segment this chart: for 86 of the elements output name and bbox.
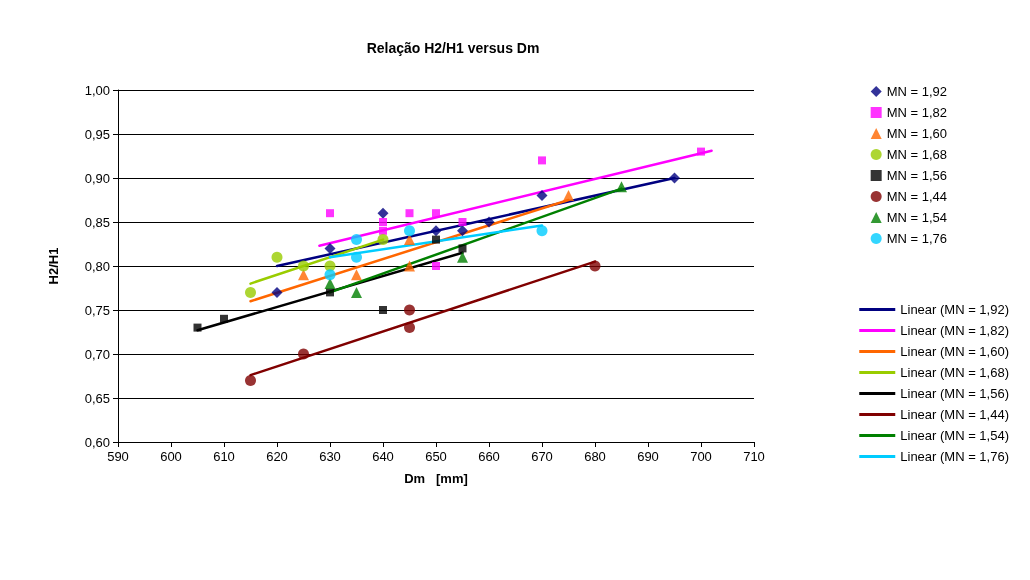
point	[404, 260, 415, 272]
point	[404, 225, 415, 237]
legend-label: MN = 1,56	[886, 168, 948, 183]
x-tick-label: 630	[319, 449, 341, 464]
y-tick-label: 0,75	[84, 302, 110, 318]
point	[351, 269, 362, 281]
point	[379, 218, 387, 226]
point	[536, 225, 548, 237]
legend-label: MN = 1,60	[886, 126, 948, 141]
point	[457, 225, 468, 237]
point	[405, 209, 414, 218]
x-tick-label: 660	[478, 449, 500, 464]
legend-label: Linear (MN = 1,76)	[900, 449, 1010, 464]
x-tick-label: 610	[213, 449, 235, 464]
x-tick-label: 620	[266, 449, 288, 464]
point	[457, 251, 468, 263]
point	[536, 190, 548, 202]
point	[404, 234, 415, 246]
point	[432, 235, 440, 244]
point	[298, 348, 309, 360]
point	[351, 251, 362, 263]
x-tick-label: 690	[637, 449, 659, 464]
legend-label: Linear (MN = 1,60)	[900, 344, 1010, 359]
point	[379, 226, 387, 235]
point	[458, 218, 467, 226]
point	[432, 209, 440, 218]
point	[669, 172, 680, 184]
x-tick-label: 680	[584, 449, 606, 464]
point	[563, 190, 574, 202]
point	[589, 260, 601, 272]
point	[616, 181, 627, 193]
x-tick-label: 670	[531, 449, 553, 464]
point	[298, 260, 309, 272]
point	[379, 306, 387, 314]
legend-label: MN = 1,76	[886, 231, 948, 246]
point	[483, 216, 495, 228]
point	[324, 278, 336, 290]
x-tick-label: 590	[107, 449, 129, 464]
point	[324, 269, 336, 281]
legend-label: MN = 1,54	[886, 210, 948, 225]
x-tick-label: 700	[690, 449, 712, 464]
y-tick-label: 0,90	[84, 170, 110, 186]
point	[271, 251, 283, 263]
legend-label: MN = 1,44	[886, 189, 948, 204]
point	[220, 314, 228, 323]
legend-label: Linear (MN = 1,68)	[900, 365, 1010, 380]
point	[377, 234, 389, 246]
point	[193, 323, 202, 332]
x-tick-label: 600	[160, 449, 182, 464]
x-tick-label: 640	[372, 449, 394, 464]
point	[245, 374, 256, 386]
y-tick-label: 0,60	[84, 434, 110, 450]
point	[404, 304, 415, 316]
legend-label: MN = 1,92	[886, 84, 948, 99]
point	[298, 269, 309, 281]
point	[351, 234, 362, 246]
x-tick-label: 650	[425, 449, 447, 464]
point	[404, 322, 415, 334]
point	[430, 225, 442, 237]
point	[697, 147, 705, 156]
point	[351, 286, 362, 298]
x-tick-label: 710	[743, 449, 765, 464]
point	[538, 156, 546, 165]
y-tick-label: 0,65	[84, 390, 110, 406]
point	[326, 209, 334, 218]
legend-label: Linear (MN = 1,82)	[900, 323, 1010, 338]
legend-label: MN = 1,68	[886, 147, 948, 162]
point	[271, 286, 283, 298]
legend-label: Linear (MN = 1,56)	[900, 386, 1010, 401]
legend-label: Linear (MN = 1,44)	[900, 407, 1010, 422]
legend-label: Linear (MN = 1,92)	[900, 302, 1010, 317]
point	[432, 262, 440, 270]
chart-title: Relação H2/H1 versus Dm	[366, 40, 540, 56]
y-tick-label: 0,95	[84, 126, 110, 142]
point	[377, 207, 389, 219]
legend-label: Linear (MN = 1,54)	[900, 428, 1010, 443]
y-tick-label: 0,85	[84, 214, 110, 230]
point	[324, 242, 336, 254]
y-tick-label: 1,00	[84, 82, 110, 98]
y-axis-title: H2/H1	[46, 247, 61, 285]
legend-label: MN = 1,82	[886, 105, 948, 120]
point	[458, 244, 467, 253]
y-tick-label: 0,70	[84, 346, 110, 362]
y-tick-label: 0,80	[84, 258, 110, 274]
x-axis-title: Dm [mm]	[404, 471, 468, 486]
point	[245, 286, 256, 298]
